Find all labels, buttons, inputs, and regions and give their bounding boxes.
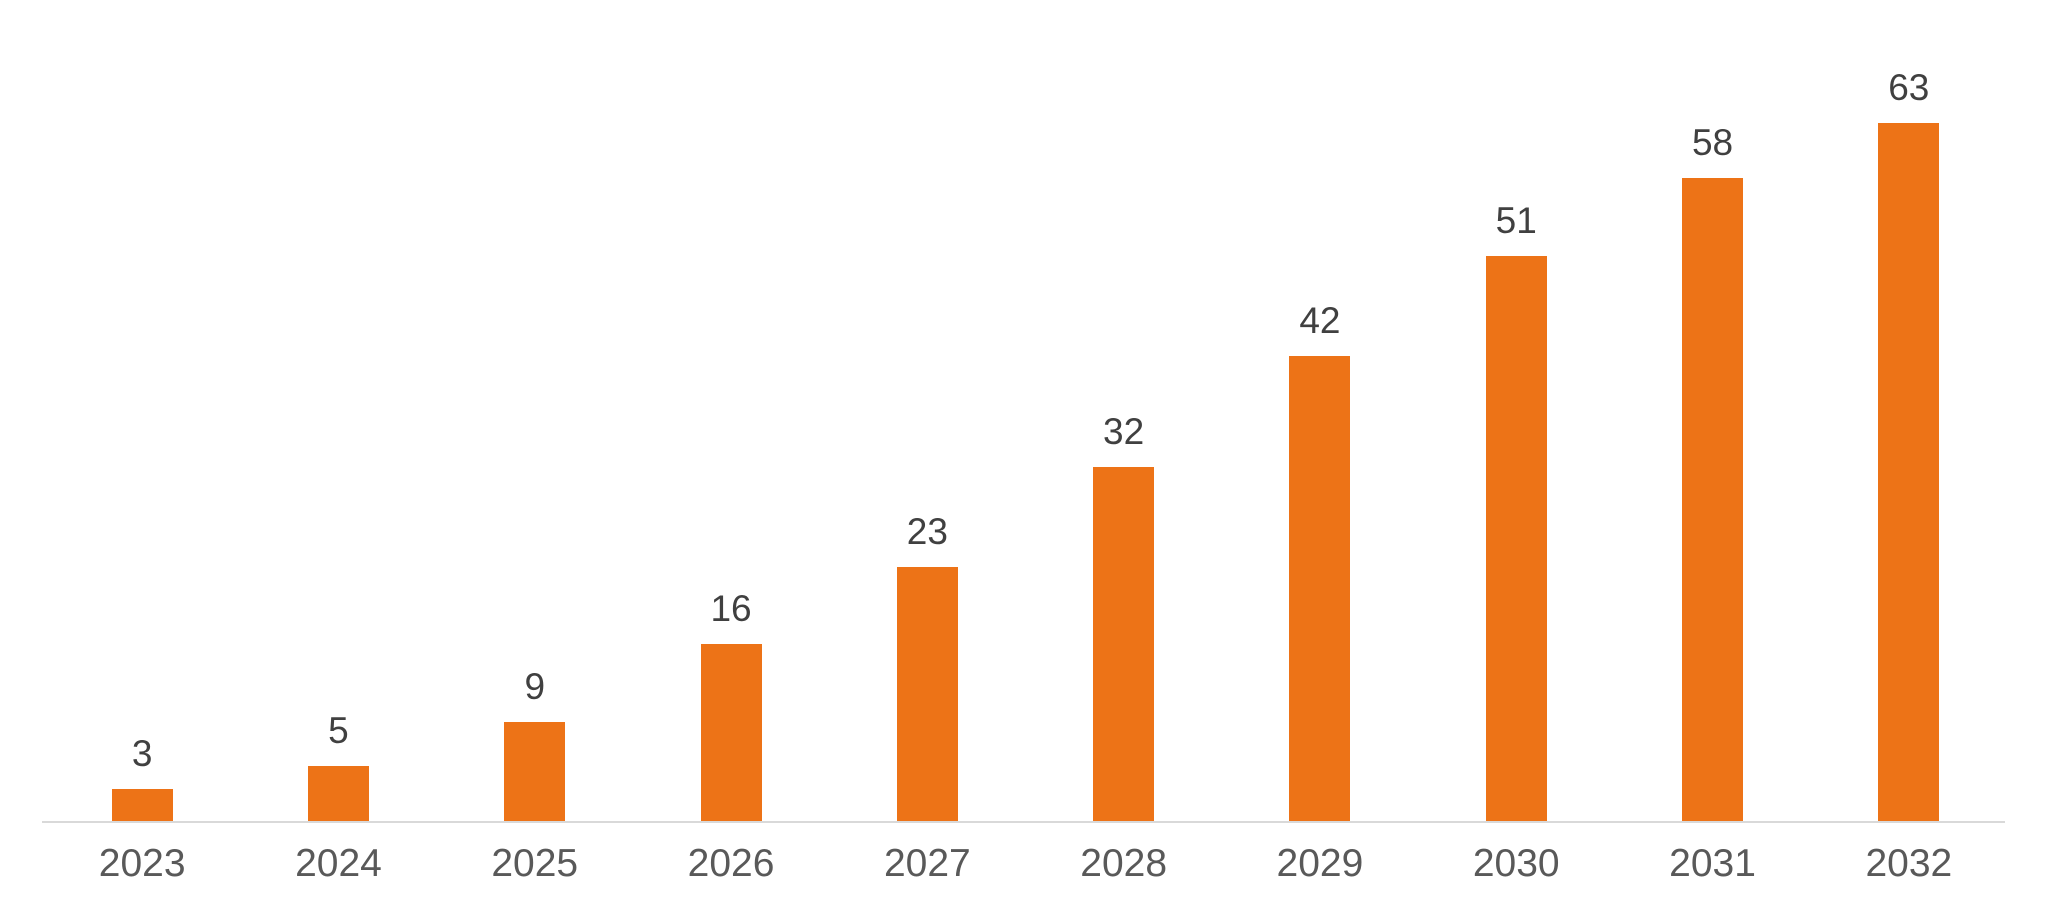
- x-axis-tick-label: 2024: [295, 842, 382, 885]
- plot-area: 3 5 9 16 23 32 42 51 58 63: [44, 0, 2007, 822]
- bar-value-label: 51: [1495, 200, 1537, 242]
- bar-slot: 23: [829, 511, 1025, 822]
- bar-slot: 51: [1418, 200, 1614, 822]
- bar: [1878, 123, 1940, 822]
- bar-value-label: 3: [131, 733, 153, 775]
- bar: [1682, 178, 1744, 822]
- bar: [1485, 256, 1547, 822]
- x-axis-tick-label: 2031: [1669, 842, 1756, 885]
- bar-value-label: 42: [1299, 300, 1341, 342]
- x-axis-line: [42, 821, 2005, 823]
- x-axis-tick-label: 2030: [1472, 842, 1560, 885]
- bar-slot: 9: [437, 666, 633, 822]
- bar-value-label: 9: [524, 666, 546, 708]
- bar-slot: 32: [1025, 411, 1221, 822]
- bar: [1289, 356, 1351, 822]
- x-axis-labels: 2023 2024 2025 2026 2027 2028 2029 2030 …: [44, 842, 2007, 886]
- bar: [307, 766, 369, 822]
- bar-slot: 5: [240, 710, 436, 822]
- bar-value-label: 23: [906, 511, 948, 553]
- bar: [896, 567, 958, 822]
- bar-value-label: 16: [710, 588, 752, 630]
- x-axis-tick-label: 2027: [883, 842, 971, 885]
- bar-value-label: 63: [1888, 67, 1930, 109]
- bar: [504, 722, 566, 822]
- bar-value-label: 5: [328, 710, 349, 752]
- bar: [111, 789, 173, 822]
- bar: [700, 644, 762, 822]
- bar-value-label: 58: [1691, 122, 1734, 164]
- bar: [1093, 467, 1155, 822]
- bar-slot: 63: [1811, 67, 2007, 822]
- x-axis-tick-label: 2028: [1080, 842, 1168, 885]
- x-axis-tick-label: 2032: [1865, 842, 1953, 885]
- x-axis-tick-label: 2025: [491, 842, 579, 885]
- bar-slot: 16: [633, 588, 829, 822]
- bar-value-label: 32: [1103, 411, 1145, 453]
- bar-slot: 3: [44, 733, 240, 822]
- bar-slot: 42: [1222, 300, 1418, 822]
- x-axis-tick-label: 2026: [687, 842, 775, 885]
- x-axis-tick-label: 2029: [1276, 842, 1364, 885]
- x-axis-tick-label: 2023: [98, 842, 186, 885]
- bar-slot: 58: [1614, 122, 1810, 822]
